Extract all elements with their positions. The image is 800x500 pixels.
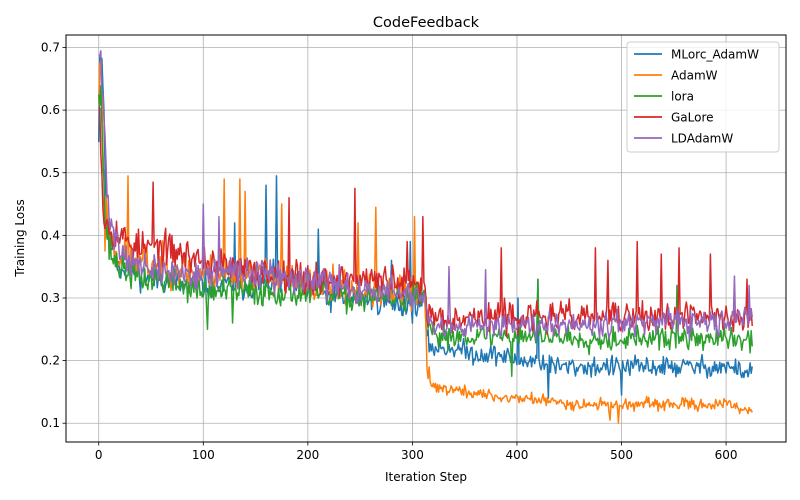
- y-tick-label-0.6: 0.6: [41, 103, 60, 117]
- x-axis-title: Iteration Step: [385, 470, 467, 484]
- legend-label-mlorc-adamw: MLorc_AdamW: [671, 48, 759, 62]
- x-tick-label-200: 200: [296, 448, 319, 462]
- legend-label-adamw: AdamW: [671, 69, 718, 83]
- y-tick-label-0.5: 0.5: [41, 166, 60, 180]
- series-line-ldadamw: [98, 50, 753, 340]
- chart-title: CodeFeedback: [373, 15, 480, 31]
- legend-label-ldadamw: LDAdamW: [671, 132, 733, 146]
- y-tick-label-0.4: 0.4: [41, 228, 60, 242]
- x-tick-label-600: 600: [715, 448, 738, 462]
- x-tick-label-0: 0: [95, 448, 103, 462]
- y-tick-label-0.2: 0.2: [41, 354, 60, 368]
- y-tick-label-0.3: 0.3: [41, 291, 60, 305]
- x-tick-label-400: 400: [506, 448, 529, 462]
- y-axis-title: Training Loss: [13, 199, 27, 277]
- x-tick-label-100: 100: [192, 448, 215, 462]
- plot-frame: [65, 34, 787, 443]
- x-tick-label-500: 500: [610, 448, 633, 462]
- y-tick-label-0.7: 0.7: [41, 41, 60, 55]
- y-tick-label-0.1: 0.1: [41, 416, 60, 430]
- legend-box: [626, 41, 780, 153]
- series-lines: [97, 50, 753, 424]
- legend-label-galore: GaLore: [671, 111, 714, 125]
- x-tick-label-300: 300: [401, 448, 424, 462]
- legend: MLorc_AdamW AdamW lora GaLore LDAdamW: [626, 41, 780, 153]
- axis-ticks: 0 100 200 300 400 500 600 0.1 0.2 0.3 0.4 0.5 0.6 0.7: [41, 41, 738, 462]
- legend-label-lora: lora: [671, 90, 694, 104]
